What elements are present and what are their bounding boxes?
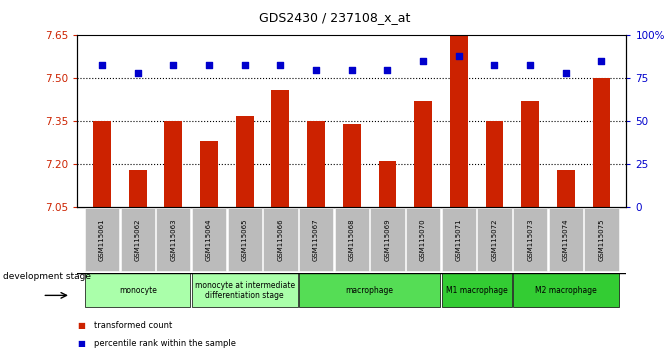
Text: ■: ■	[77, 321, 85, 330]
Bar	[442, 273, 512, 307]
Bar	[121, 209, 155, 271]
Bar	[93, 121, 111, 207]
Text: GSM115073: GSM115073	[527, 218, 533, 261]
Point	[596, 58, 607, 64]
Text: M2 macrophage: M2 macrophage	[535, 286, 597, 295]
Point	[560, 70, 571, 76]
Text: macrophage: macrophage	[346, 286, 393, 295]
Text: GSM115065: GSM115065	[242, 218, 248, 261]
Text: GSM115066: GSM115066	[277, 218, 283, 261]
Bar	[406, 209, 440, 271]
Text: GSM115064: GSM115064	[206, 218, 212, 261]
Text: GSM115072: GSM115072	[492, 218, 497, 261]
Text: GSM115063: GSM115063	[170, 218, 176, 261]
Bar	[450, 35, 468, 207]
Text: ■: ■	[77, 339, 85, 348]
Text: development stage: development stage	[3, 272, 91, 281]
Point	[275, 62, 286, 67]
Point	[133, 70, 143, 76]
Text: monocyte at intermediate
differentiation stage: monocyte at intermediate differentiation…	[195, 281, 295, 300]
Text: GSM115074: GSM115074	[563, 218, 569, 261]
Bar	[477, 209, 512, 271]
Text: GSM115069: GSM115069	[385, 218, 391, 261]
Bar	[299, 273, 440, 307]
Bar	[343, 124, 360, 207]
Bar	[486, 121, 503, 207]
Bar	[584, 209, 618, 271]
Bar	[156, 209, 190, 271]
Bar	[192, 273, 297, 307]
Point	[417, 58, 428, 64]
Bar	[307, 121, 325, 207]
Text: GSM115062: GSM115062	[135, 218, 141, 261]
Point	[168, 62, 179, 67]
Bar	[557, 170, 575, 207]
Bar	[414, 101, 432, 207]
Point	[239, 62, 250, 67]
Text: GSM115061: GSM115061	[99, 218, 105, 261]
Bar	[379, 161, 397, 207]
Bar	[371, 209, 405, 271]
Text: transformed count: transformed count	[94, 321, 172, 330]
Bar	[334, 209, 369, 271]
Bar	[299, 209, 333, 271]
Text: percentile rank within the sample: percentile rank within the sample	[94, 339, 236, 348]
Text: GSM115067: GSM115067	[313, 218, 319, 261]
Bar	[592, 78, 610, 207]
Point	[346, 67, 357, 73]
Bar	[442, 209, 476, 271]
Bar	[192, 209, 226, 271]
Point	[525, 62, 535, 67]
Bar	[85, 209, 119, 271]
Bar	[513, 273, 618, 307]
Text: monocyte: monocyte	[119, 286, 157, 295]
Bar	[164, 121, 182, 207]
Text: GSM115068: GSM115068	[349, 218, 354, 261]
Point	[204, 62, 214, 67]
Text: GSM115070: GSM115070	[420, 218, 426, 261]
Bar	[549, 209, 583, 271]
Bar	[521, 101, 539, 207]
Bar	[85, 273, 190, 307]
Text: GDS2430 / 237108_x_at: GDS2430 / 237108_x_at	[259, 11, 411, 24]
Point	[382, 67, 393, 73]
Bar	[513, 209, 547, 271]
Point	[489, 62, 500, 67]
Bar	[228, 209, 262, 271]
Bar	[271, 90, 289, 207]
Text: GSM115075: GSM115075	[598, 218, 604, 261]
Bar	[129, 170, 147, 207]
Point	[96, 62, 107, 67]
Bar	[236, 115, 254, 207]
Point	[454, 53, 464, 59]
Text: M1 macrophage: M1 macrophage	[446, 286, 507, 295]
Point	[311, 67, 322, 73]
Bar	[263, 209, 297, 271]
Bar	[200, 141, 218, 207]
Text: GSM115071: GSM115071	[456, 218, 462, 261]
